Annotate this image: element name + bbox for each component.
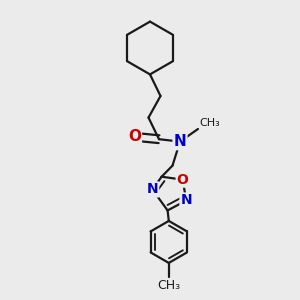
Text: N: N — [174, 134, 186, 149]
Text: O: O — [177, 173, 188, 187]
Text: CH₃: CH₃ — [157, 279, 180, 292]
Text: CH₃: CH₃ — [199, 118, 220, 128]
Text: N: N — [181, 194, 192, 208]
Text: N: N — [147, 182, 158, 197]
Text: O: O — [128, 129, 141, 144]
